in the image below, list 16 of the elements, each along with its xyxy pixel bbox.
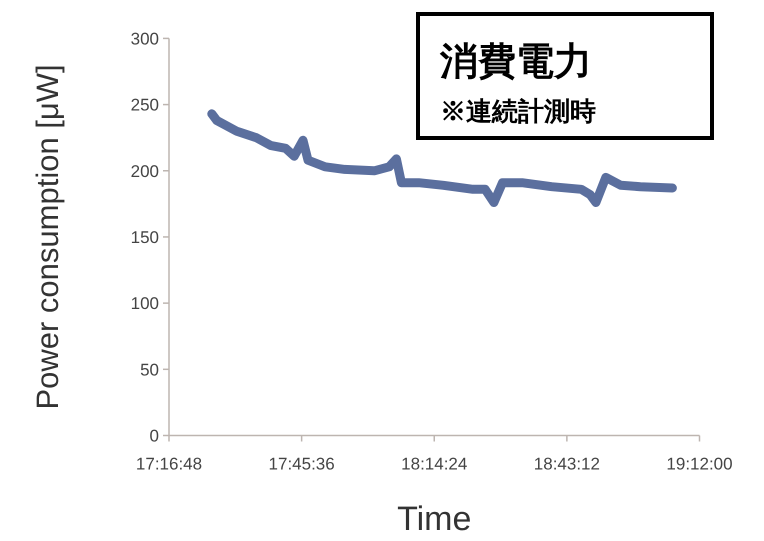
y-tick-label: 200: [130, 162, 159, 181]
y-tick-label: 50: [140, 360, 159, 380]
y-axis-title: Power consumption [μW]: [30, 64, 65, 410]
x-tick-label: 18:43:12: [534, 454, 600, 474]
x-tick-label: 17:45:36: [268, 454, 335, 474]
x-axis-title: Time: [397, 500, 472, 538]
y-tick-label: 150: [130, 228, 159, 247]
x-tick-label: 17:16:48: [136, 454, 202, 474]
chart-title: 消費電力: [439, 41, 592, 83]
y-tick-label: 0: [150, 426, 159, 446]
x-tick-label: 19:12:00: [666, 454, 733, 474]
y-tick-label: 100: [130, 294, 159, 314]
y-tick-label: 300: [130, 29, 159, 48]
text: ※連続計測時: [440, 96, 596, 126]
x-tick-label: 18:14:24: [401, 454, 468, 474]
y-tick-label: 250: [130, 96, 159, 115]
